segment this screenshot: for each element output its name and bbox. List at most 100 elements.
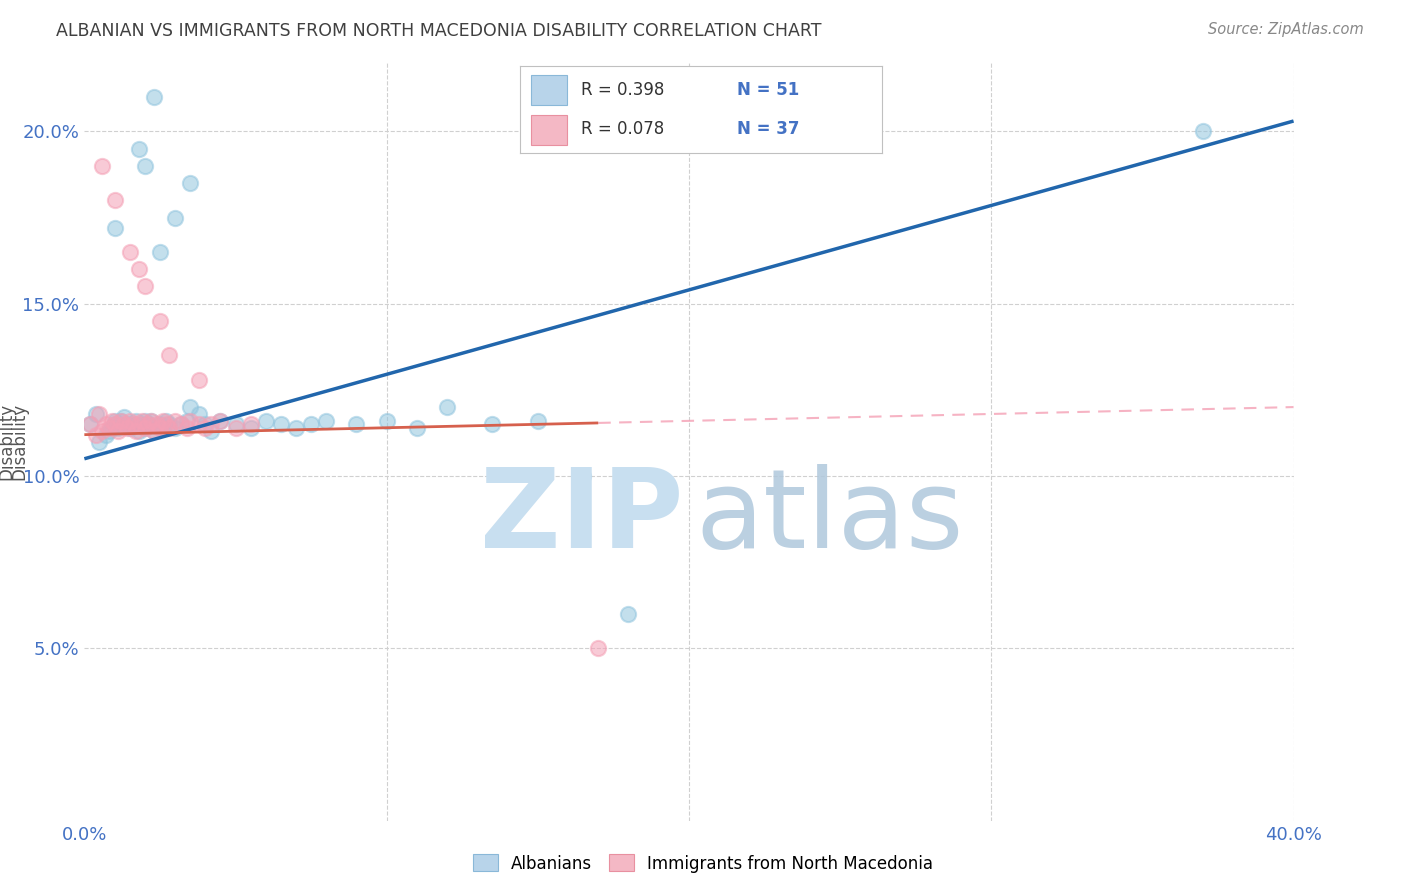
Point xyxy=(315,414,337,428)
Point xyxy=(104,194,127,208)
Point xyxy=(131,417,153,432)
Point xyxy=(128,417,150,432)
Point xyxy=(152,414,174,428)
Point xyxy=(179,414,201,428)
Point xyxy=(94,417,117,432)
Point xyxy=(239,417,262,432)
Point xyxy=(104,417,127,432)
Point xyxy=(436,400,458,414)
Point xyxy=(97,421,120,435)
Point xyxy=(107,421,129,435)
Point xyxy=(406,421,429,435)
Point xyxy=(200,417,222,432)
Point xyxy=(128,424,150,438)
Point xyxy=(527,414,550,428)
Point xyxy=(617,607,640,621)
Point xyxy=(112,417,135,432)
Text: ZIP: ZIP xyxy=(479,464,683,571)
Point xyxy=(149,244,172,259)
Point xyxy=(225,421,247,435)
Point xyxy=(97,424,120,438)
Point xyxy=(179,400,201,414)
Point xyxy=(121,417,143,432)
Point xyxy=(155,417,177,432)
Point xyxy=(79,417,101,432)
Point xyxy=(165,421,187,435)
Point xyxy=(176,414,198,428)
Point xyxy=(139,414,162,428)
Point xyxy=(107,424,129,438)
Text: Source: ZipAtlas.com: Source: ZipAtlas.com xyxy=(1208,22,1364,37)
Point xyxy=(254,414,277,428)
Point xyxy=(79,417,101,432)
Point xyxy=(86,407,108,421)
Point xyxy=(179,176,201,190)
Point xyxy=(170,417,193,432)
Point xyxy=(239,421,262,435)
Point xyxy=(142,424,165,438)
Text: ALBANIAN VS IMMIGRANTS FROM NORTH MACEDONIA DISABILITY CORRELATION CHART: ALBANIAN VS IMMIGRANTS FROM NORTH MACEDO… xyxy=(56,22,821,40)
Point xyxy=(157,421,180,435)
Point xyxy=(225,417,247,432)
Point xyxy=(91,424,114,438)
Text: atlas: atlas xyxy=(695,464,963,571)
Point xyxy=(104,220,127,235)
Point xyxy=(136,417,159,432)
Point xyxy=(157,417,180,432)
Point xyxy=(149,421,172,435)
Point xyxy=(136,417,159,432)
Point xyxy=(100,414,122,428)
Point xyxy=(170,417,193,432)
Point xyxy=(346,417,368,432)
Point xyxy=(142,90,165,104)
Point xyxy=(572,469,595,483)
Point xyxy=(100,421,122,435)
Point xyxy=(142,424,165,438)
Point xyxy=(149,314,172,328)
Point xyxy=(588,641,610,656)
Point xyxy=(285,421,308,435)
Point xyxy=(125,414,148,428)
Legend: Albanians, Immigrants from North Macedonia: Albanians, Immigrants from North Macedon… xyxy=(467,847,939,880)
Point xyxy=(194,417,217,432)
Point xyxy=(112,410,135,425)
Point xyxy=(165,414,187,428)
Point xyxy=(121,417,143,432)
Point xyxy=(134,159,156,173)
Point xyxy=(165,211,187,225)
Point xyxy=(270,417,292,432)
Point xyxy=(110,414,132,428)
Point xyxy=(115,417,138,432)
Point xyxy=(91,159,114,173)
Point xyxy=(146,417,169,432)
Point xyxy=(118,414,141,428)
Point xyxy=(128,142,150,156)
Point xyxy=(200,424,222,438)
Point xyxy=(118,421,141,435)
Point xyxy=(149,417,172,432)
Point xyxy=(152,421,174,435)
Y-axis label: Disability: Disability xyxy=(0,403,15,480)
Point xyxy=(134,421,156,435)
Point xyxy=(155,414,177,428)
Point xyxy=(134,421,156,435)
Point xyxy=(104,417,127,432)
Point xyxy=(1192,124,1215,138)
Point xyxy=(481,417,503,432)
Point xyxy=(176,421,198,435)
Y-axis label: Disability: Disability xyxy=(11,403,28,480)
Point xyxy=(89,434,111,449)
Point xyxy=(194,421,217,435)
Point xyxy=(209,414,232,428)
Point xyxy=(104,414,127,428)
Point xyxy=(94,427,117,442)
Point xyxy=(134,414,156,428)
Point xyxy=(299,417,322,432)
Point xyxy=(110,414,132,428)
Point xyxy=(188,407,211,421)
Point xyxy=(89,407,111,421)
Point xyxy=(134,279,156,293)
Point xyxy=(86,427,108,442)
Point xyxy=(139,414,162,428)
Point xyxy=(115,421,138,435)
